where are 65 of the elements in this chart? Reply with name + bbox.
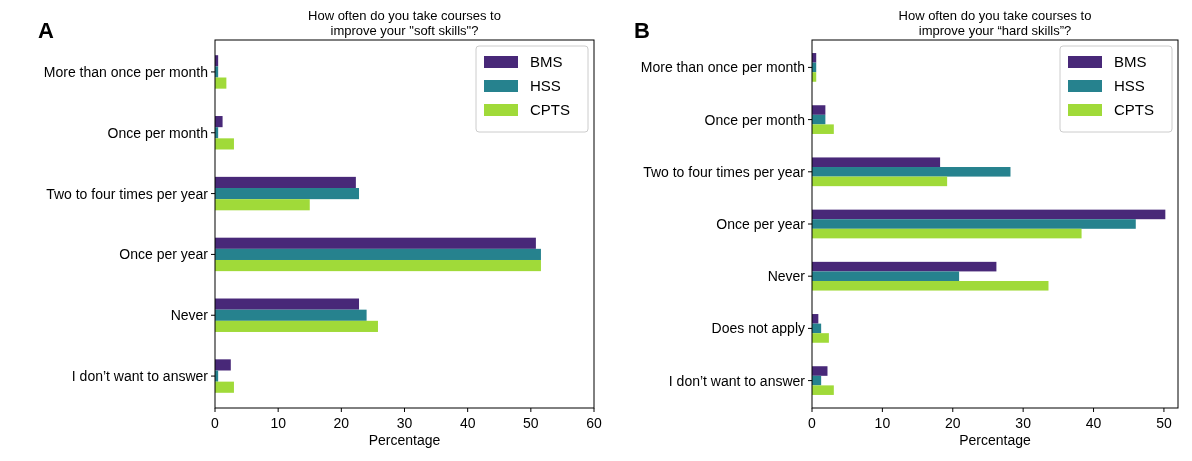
bar — [215, 138, 234, 150]
legend-label: HSS — [530, 77, 561, 94]
legend-label: HSS — [1114, 77, 1145, 94]
x-tick-label: 0 — [808, 415, 817, 431]
bar — [812, 157, 941, 168]
x-tick-label: 30 — [396, 415, 413, 431]
bar — [812, 167, 1011, 177]
y-tick-label: I don’t want to answer — [668, 372, 806, 389]
x-tick-label: 50 — [1156, 415, 1172, 431]
y-tick-label: More than once per month — [43, 63, 208, 80]
x-tick-label: 40 — [459, 415, 476, 431]
bar — [812, 219, 1136, 229]
text: B — [634, 18, 650, 43]
y-tick-label: Two to four times per year — [643, 163, 806, 180]
legend-label: CPTS — [1114, 101, 1155, 118]
x-tick-label: 10 — [270, 415, 287, 431]
bar — [812, 333, 829, 343]
bar — [812, 366, 828, 376]
bar — [215, 199, 310, 211]
x-axis-title: Percentage — [368, 432, 441, 448]
chart-title: How often do you take courses to improve your “hard skills”? — [898, 8, 1092, 38]
x-tick-label: 0 — [211, 415, 220, 431]
y-tick-label: More than once per month — [640, 59, 805, 76]
bar — [215, 320, 378, 332]
bar — [215, 237, 536, 249]
bar — [812, 271, 960, 281]
x-axis-title: Percentage — [959, 432, 1032, 448]
bar — [215, 381, 234, 393]
y-tick-label: Does not apply — [711, 320, 805, 337]
x-tick-label: 60 — [586, 415, 602, 431]
bar — [812, 280, 1049, 291]
bar — [215, 176, 356, 189]
x-tick-label: 30 — [1015, 415, 1032, 431]
bar — [215, 188, 360, 200]
x-tick-label: 10 — [874, 415, 891, 431]
y-tick-label: I don’t want to answer — [71, 368, 209, 385]
bar — [812, 385, 834, 395]
bar — [215, 259, 541, 272]
x-tick-label: 40 — [1085, 415, 1102, 431]
y-tick-label: Once per year — [716, 216, 806, 232]
x-tick-label: 20 — [333, 415, 350, 431]
bar — [812, 176, 948, 187]
bar — [215, 309, 367, 321]
chart-title: How often do you take courses to improve your "soft skills"? — [308, 8, 501, 38]
x-tick-label: 50 — [523, 415, 539, 431]
text: A — [38, 18, 54, 43]
x-tick-label: 20 — [944, 415, 961, 431]
y-tick-label: Two to four times per year — [46, 185, 209, 202]
legend-label: BMS — [530, 53, 563, 70]
y-tick-label: Once per month — [704, 111, 805, 128]
y-tick-label: Once per month — [107, 124, 208, 141]
bar — [812, 261, 997, 272]
y-tick-label: Never — [767, 268, 806, 285]
legend-label: BMS — [1114, 53, 1147, 70]
y-tick-label: Once per year — [119, 246, 209, 263]
bar — [812, 124, 834, 134]
bar — [215, 298, 360, 310]
y-tick-label: Never — [170, 307, 209, 324]
bar — [215, 359, 231, 371]
bar — [215, 248, 541, 260]
bar — [812, 209, 1166, 220]
bar — [812, 105, 826, 115]
bar — [215, 116, 223, 128]
bar — [812, 228, 1082, 239]
legend-label: CPTS — [530, 101, 571, 118]
